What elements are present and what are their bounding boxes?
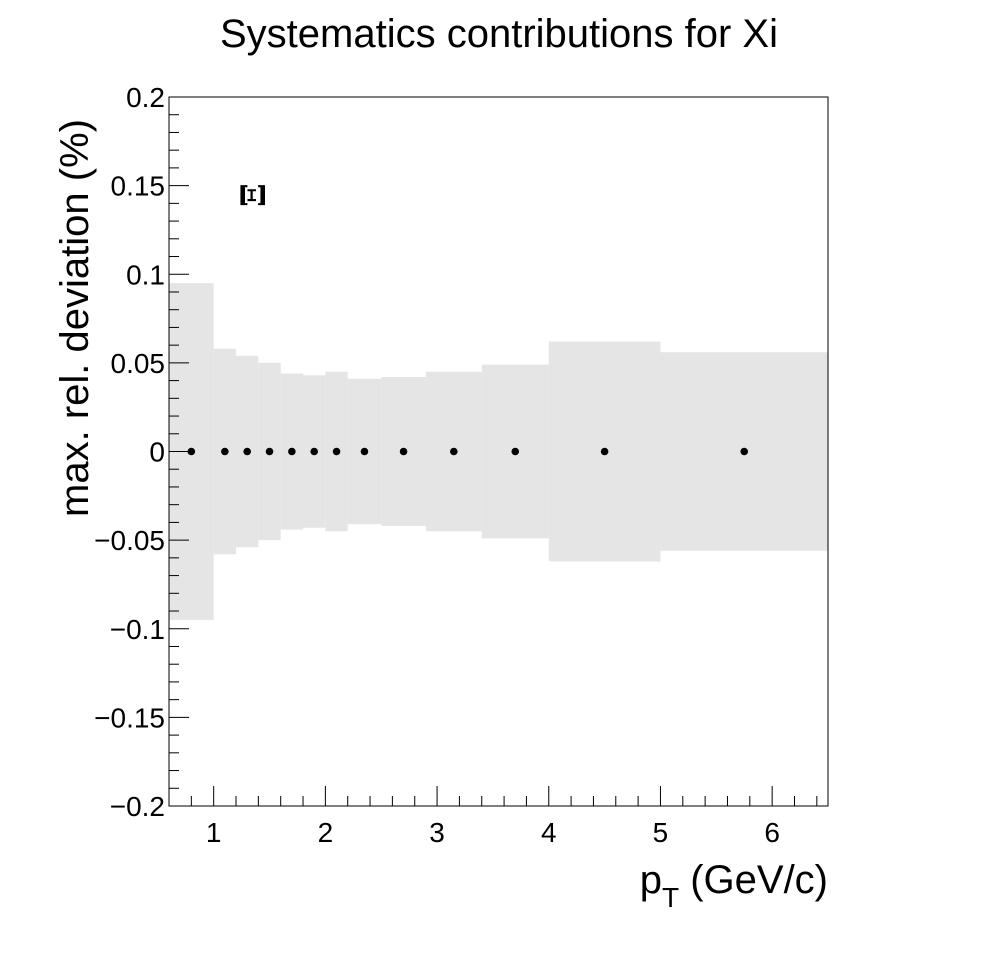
y-tick-label: −0.15 xyxy=(94,702,165,733)
data-points xyxy=(187,447,749,456)
x-axis-label-sub: T xyxy=(662,882,679,913)
data-point xyxy=(600,447,609,456)
x-tick-label: 4 xyxy=(541,817,557,848)
y-tick-label: 0 xyxy=(149,437,165,468)
x-tick-label: 1 xyxy=(206,817,222,848)
data-point xyxy=(332,447,341,456)
y-tick-label: 0.05 xyxy=(111,348,166,379)
data-point xyxy=(243,447,251,456)
x-axis-label-rest: (GeV/c) xyxy=(679,858,828,902)
data-point xyxy=(288,447,296,456)
x-axis-label-main: p xyxy=(640,858,662,902)
y-tick-label: −0.1 xyxy=(110,614,165,645)
x-axis-label: pT (GeV/c) xyxy=(640,858,828,913)
data-point xyxy=(511,447,520,456)
systematics-band xyxy=(169,283,828,620)
y-tick-label: 0.15 xyxy=(111,171,166,202)
x-tick-label: 5 xyxy=(653,817,669,848)
data-point xyxy=(310,447,319,456)
y-tick-label: 0.2 xyxy=(126,82,165,113)
data-point xyxy=(399,447,408,456)
chart-title: Systematics contributions for Xi xyxy=(220,12,778,56)
annotation-xi: Ξ xyxy=(234,183,274,207)
x-tick-label: 3 xyxy=(429,817,445,848)
plot-frame xyxy=(168,96,829,807)
x-tick-label: 2 xyxy=(318,817,334,848)
y-axis-label: max. rel. deviation (%) xyxy=(53,119,97,517)
y-tick-label: −0.2 xyxy=(110,791,165,822)
axis-ticks: 1 2 3 4 5 6 0.2 0.15 0.1 0.05 0 −0.05 −0.1 −0.15 −0.2 xyxy=(94,82,818,848)
data-point xyxy=(221,447,229,456)
data-point xyxy=(450,447,458,456)
x-tick-label: 6 xyxy=(764,817,780,848)
data-point xyxy=(265,447,274,456)
data-point xyxy=(740,447,749,456)
y-tick-label: 0.1 xyxy=(126,259,165,290)
y-tick-label: −0.05 xyxy=(94,525,165,556)
data-point xyxy=(360,447,369,456)
data-point xyxy=(187,447,196,456)
